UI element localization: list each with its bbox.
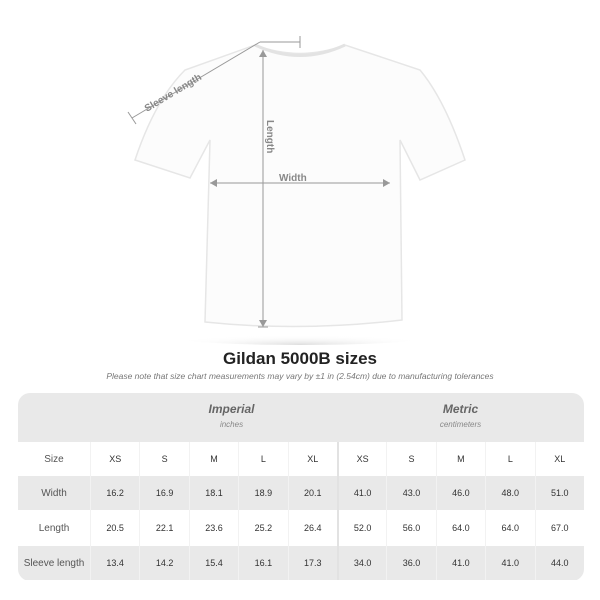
size-header: M (188, 442, 238, 476)
table-cell: 14.2 (139, 546, 188, 580)
group-name: Imperial (208, 402, 255, 416)
table-cell: 52.0 (336, 510, 386, 546)
table-cell: 48.0 (485, 476, 534, 510)
size-header: XL (534, 442, 584, 476)
table-cell: 26.4 (287, 510, 337, 546)
group-metric: Metric centimeters (337, 402, 584, 429)
table-row: Sleeve length 13.4 14.2 15.4 16.1 17.3 34.0 36.… (18, 546, 584, 580)
size-header: L (238, 442, 287, 476)
table-cell: 16.1 (238, 546, 287, 580)
size-header: M (435, 442, 485, 476)
table-cell: 20.5 (90, 510, 139, 546)
group-imperial: Imperial inches (108, 402, 355, 429)
table-cell: 15.4 (188, 546, 238, 580)
tolerance-note: Please note that size chart measurements… (106, 371, 494, 381)
table-row: Length 20.5 22.1 23.6 25.2 26.4 52.0 56.0 64.0 64… (18, 510, 584, 546)
size-header: XS (336, 442, 386, 476)
table-cell: 34.0 (336, 546, 386, 580)
table-cell: 18.1 (188, 476, 238, 510)
table-cell: 23.6 (188, 510, 238, 546)
table-cell: 18.9 (238, 476, 287, 510)
table-cell: 16.9 (139, 476, 188, 510)
table-cell: 56.0 (386, 510, 435, 546)
table-cell: 46.0 (435, 476, 485, 510)
width-label: Width (279, 173, 307, 184)
row-label: Width (41, 487, 67, 499)
table-row: Width 16.2 16.9 18.1 18.9 20.1 41.0 43.0 46.0 48.… (18, 476, 584, 510)
table-cell: 16.2 (90, 476, 139, 510)
table-cell: 64.0 (485, 510, 534, 546)
table-cell: 22.1 (139, 510, 188, 546)
size-table: Imperial inches Metric centimeters Size … (18, 393, 584, 581)
table-cell: 64.0 (435, 510, 485, 546)
table-cell: 67.0 (534, 510, 584, 546)
table-cell: 41.0 (336, 476, 386, 510)
table-cell: 41.0 (435, 546, 485, 580)
group-name: Metric (442, 402, 479, 416)
group-unit: inches (219, 420, 244, 429)
table-cell: 17.3 (287, 546, 337, 580)
table-cell: 43.0 (386, 476, 435, 510)
page-title: Gildan 5000B sizes (222, 349, 378, 368)
size-header: S (386, 442, 435, 476)
table-cell: 25.2 (238, 510, 287, 546)
size-header: XL (287, 442, 337, 476)
table-cell: 36.0 (386, 546, 435, 580)
table-cell: 13.4 (90, 546, 139, 580)
table-cell: 51.0 (534, 476, 584, 510)
sleeve-length-line (131, 41, 261, 119)
size-header: S (139, 442, 188, 476)
row-label: Sleeve length (23, 557, 85, 569)
size-header: XS (90, 442, 139, 476)
table-cell: 20.1 (287, 476, 337, 510)
table-header: Imperial inches Metric centimeters (18, 393, 584, 442)
row-label: Length (38, 522, 70, 534)
group-unit: centimeters (439, 420, 482, 429)
size-header: L (485, 442, 534, 476)
table-cell: 41.0 (485, 546, 534, 580)
row-label: Size (44, 453, 64, 465)
tshirt-diagram: Sleeve length Length Width (127, 36, 466, 345)
table-cell: 44.0 (534, 546, 584, 580)
size-row: Size XS S M L XL XS S M L XL (18, 442, 584, 476)
length-label: Length (264, 120, 275, 153)
